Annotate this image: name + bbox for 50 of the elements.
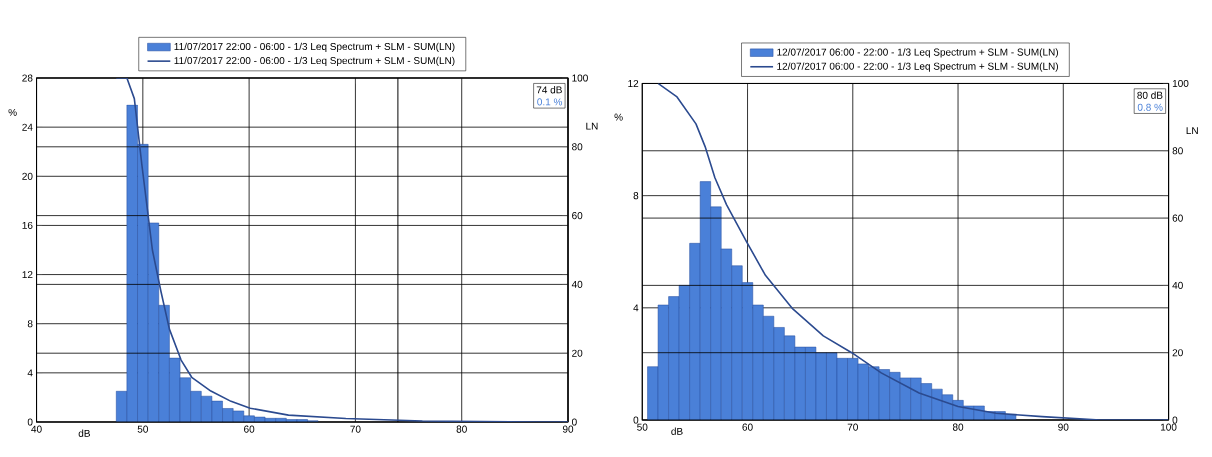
x-tick-label: 40 — [31, 425, 42, 433]
legend-label: 11/07/2017 22:00 - 06:00 - 1/3 Leq Spectrum + SLM - SUM(LN) — [174, 56, 455, 67]
annotation: 80 dB — [1137, 91, 1163, 99]
x-tick-label: 70 — [350, 425, 361, 433]
y-tick-label: 16 — [22, 221, 33, 229]
y-axis-title: % — [8, 108, 17, 116]
y2-tick-label: 100 — [1172, 79, 1189, 88]
y-tick-label: 20 — [22, 172, 33, 180]
y-tick-label: 0 — [27, 418, 33, 426]
legend-label: 12/07/2017 06:00 - 22:00 - 1/3 Leq Spectrum + SLM - SUM(LN) — [777, 62, 1058, 72]
y2-tick-label: 60 — [1172, 214, 1183, 222]
x-tick-label: 50 — [637, 423, 648, 431]
y2-tick-label: 80 — [1172, 147, 1183, 155]
y2-tick-label: 60 — [572, 212, 583, 220]
y-tick-label: 24 — [22, 123, 33, 131]
y2-axis-title: LN — [586, 122, 598, 130]
x-tick-label: 70 — [847, 423, 858, 431]
y2-tick-label: 40 — [1172, 281, 1183, 289]
y-tick-label: 4 — [27, 369, 33, 377]
annotation: 0.8 % — [1137, 103, 1163, 111]
y-tick-label: 0 — [633, 416, 639, 424]
x-axis-title: dB — [78, 429, 90, 437]
legend-label: 12/07/2017 06:00 - 22:00 - 1/3 Leq Spectrum + SLM - SUM(LN) — [777, 48, 1058, 58]
x-tick-label: 80 — [952, 423, 964, 431]
y-tick-label: 12 — [22, 271, 33, 279]
y2-tick-label: 40 — [571, 280, 583, 288]
x-tick-label: 90 — [1058, 423, 1069, 431]
x-tick-label: 60 — [742, 423, 753, 431]
annotation: 74 dB — [536, 86, 562, 94]
x-tick-label: 90 — [562, 425, 574, 433]
y2-tick-label: 100 — [572, 74, 588, 82]
y2-axis-title: LN — [1186, 127, 1198, 135]
y2-tick-label: 20 — [572, 349, 583, 357]
x-tick-label: 80 — [456, 425, 467, 433]
y-tick-label: 28 — [22, 74, 33, 82]
y-tick-label: 8 — [633, 192, 639, 200]
x-tick-label: 100 — [1160, 423, 1177, 431]
y2-tick-label: 80 — [572, 143, 583, 151]
y-axis-title: % — [614, 113, 623, 121]
y-tick-label: 8 — [27, 320, 33, 328]
legend-label: 11/07/2017 22:00 - 06:00 - 1/3 Leq Spectrum + SLM - SUM(LN) — [174, 42, 455, 53]
y2-tick-label: 20 — [1172, 349, 1183, 357]
y-tick-label: 4 — [633, 304, 639, 312]
y2-tick-label: 0 — [572, 418, 577, 426]
x-tick-label: 50 — [137, 425, 148, 433]
y-tick-label: 12 — [628, 79, 639, 87]
x-tick-label: 60 — [244, 425, 255, 433]
y2-tick-label: 0 — [1172, 416, 1178, 424]
annotation: 0.1 % — [537, 98, 563, 106]
x-axis-title: dB — [671, 427, 683, 435]
